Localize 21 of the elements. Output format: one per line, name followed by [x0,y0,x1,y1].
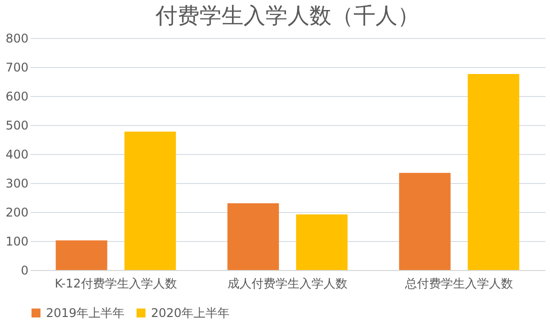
bar [468,74,520,270]
bar [124,132,176,270]
y-tick-label: 500 [6,118,28,132]
x-tick-label: K-12付费学生入学人数 [54,276,177,290]
bar [399,172,451,270]
y-tick-label: 100 [6,234,28,248]
y-tick-label: 600 [6,90,28,104]
y-tick-label: 0 [20,264,28,278]
x-tick-label: 成人付费学生入学人数 [228,276,348,290]
y-tick-label: 700 [6,60,28,74]
y-tick-label: 400 [6,148,28,162]
y-tick-label: 200 [6,206,28,220]
bar [227,203,279,270]
legend-label: 2019年上半年 [46,306,125,320]
y-tick-label: 300 [6,176,28,190]
y-tick-label: 800 [6,32,28,46]
legend-label: 2020年上半年 [151,306,230,320]
bar [56,240,108,270]
chart-title: 付费学生入学人数（千人） [154,4,420,29]
bar [296,214,348,270]
x-tick-label: 总付费学生入学人数 [404,276,514,290]
